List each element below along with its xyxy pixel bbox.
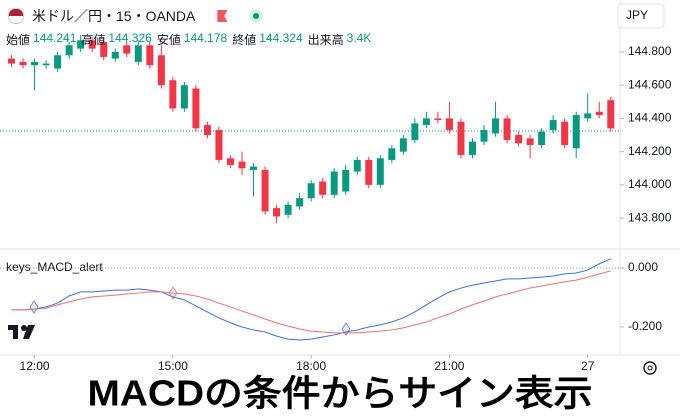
ohlc-label: 終値 [232,33,257,47]
candle-body [261,169,269,212]
volume-value: 3.4K [346,31,372,45]
candle-body [422,118,430,126]
candle-body [399,138,407,152]
candle-body [111,51,119,59]
candle-body [365,159,373,185]
candle-body [192,88,200,129]
macd-line [11,258,611,341]
candle-body [492,118,500,134]
candle-body [77,40,85,49]
x-tick-label: 15:00 [158,359,188,373]
candle-body [572,115,580,149]
caption: MACDの条件からサイン表示 [88,373,593,414]
candle-body [376,158,384,185]
symbol-row: 米ドル／円・15・OANDA [0,5,264,27]
candle-body [123,45,131,54]
candle-body [584,113,592,119]
candle-body [526,138,534,145]
x-tick-label: 21:00 [434,359,464,373]
candle-body [595,111,603,116]
candle-body [54,55,62,69]
macd-line [11,270,611,334]
candle-body [215,130,223,160]
indicator-title: keys_MACD_alert [6,260,103,274]
candle-body [284,204,292,215]
candle-body [515,135,523,144]
candle-body [42,63,50,66]
ohlc-label: 始値 [6,33,31,47]
candle-body [226,158,234,165]
flag-icon [8,8,24,24]
candle-body [342,169,350,192]
y-tick-label: 0.000 [628,260,658,274]
candle-body [549,120,557,131]
y-tick-label: 144.800 [628,44,672,58]
candle-body [353,159,361,172]
flag-button[interactable] [217,10,228,22]
candle-body [250,166,258,170]
currency-label: JPY [626,8,648,22]
ohlc-value: 144.324 [259,31,303,45]
y-tick-label: 143.800 [628,210,672,224]
candle-body [273,208,281,217]
candle-body [31,61,39,66]
candle-body [538,131,546,145]
candle-body [480,130,488,142]
ohlc-value: 144.241 [33,31,77,45]
ohlc-value: 144.326 [108,31,152,45]
ohlc-label: 高値 [81,33,106,47]
currency-button[interactable] [617,3,665,29]
candle-body [457,121,465,155]
x-tick-label: 12:00 [20,359,50,373]
y-tick-label: 144.400 [628,111,672,125]
candle-body [146,45,154,66]
candle-body [65,45,73,56]
tradingview-logo [8,325,35,339]
y-tick-label: -0.200 [628,319,662,333]
y-tick-label: 144.000 [628,177,672,191]
y-tick-label: 144.200 [628,144,672,158]
x-tick-label: 18:00 [296,359,326,373]
candle-body [330,171,338,195]
candle-body [238,161,246,169]
ohlc-value: 144.178 [183,31,228,45]
candle-body [503,118,511,140]
settings-icon[interactable] [643,361,657,375]
candle-body [445,118,453,131]
candle-body [319,181,327,195]
candle-body [411,123,419,140]
candle-body [134,45,142,62]
candle-body [307,183,315,199]
symbol: 米ドル／円・15・OANDA [32,8,196,24]
ohlc-row: 始値 144.241 高値 144.326 安値 144.178 終値 144.324 … [6,31,373,48]
volume-label: 出来高 [307,33,344,47]
candle-body [388,148,396,160]
candle-body [434,118,442,121]
candle-body [296,198,304,207]
candle-body [157,55,165,86]
y-tick-label: 144.600 [628,77,672,91]
candle-body [180,85,188,109]
candle-body [88,40,96,49]
status-dot [249,9,264,23]
ohlc-label: 安値 [156,33,181,47]
candle-body [468,141,476,155]
candle-body [169,80,177,109]
candle-body [8,58,16,64]
candle-body [19,61,27,66]
candle-body [561,121,569,145]
candle-body [607,100,615,129]
candle-body [203,125,211,136]
candle-body [100,41,108,57]
x-tick-label: 27 [581,359,595,373]
